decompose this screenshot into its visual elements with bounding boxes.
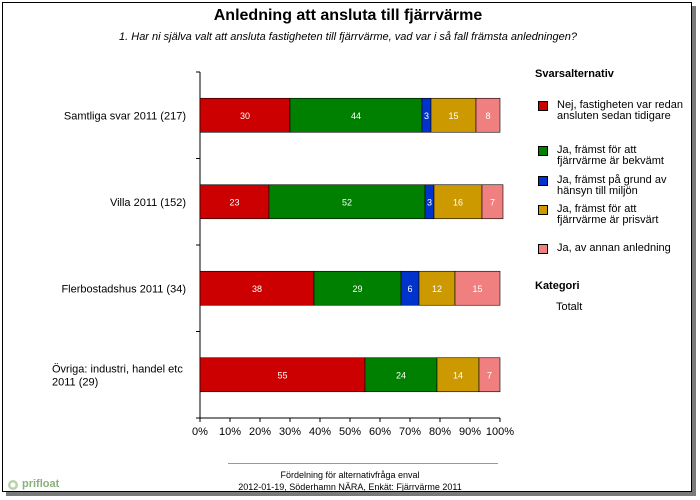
footer-source: 2012-01-19, Söderhamn NÄRA, Enkät: Fjärr… [238,482,462,492]
legend-title: Svarsalternativ [535,68,614,80]
bar-segment [433,184,483,220]
bar-value-label: 55 [277,370,287,380]
bar-value-label: 38 [252,284,262,294]
bar-value-label: 12 [432,284,442,294]
legend-label: Ja, främst för att fjärrvärme är bekvämt [557,144,664,167]
x-tick-label: 60% [369,426,391,438]
bar-value-label: 3 [424,111,429,121]
x-tick-label: 0% [192,426,208,438]
category-label: Övriga: industri, handel etc [52,363,183,375]
x-tick-label: 100% [486,426,514,438]
legend-swatch [538,205,548,215]
x-tick-label: 90% [459,426,481,438]
bar-value-label: 7 [490,197,495,207]
bar-segment [199,357,366,393]
x-tick-label: 70% [399,426,421,438]
chart-frame: Anledning att ansluta till fjärrvärme 1.… [2,2,692,492]
bar-value-label: 24 [396,370,406,380]
legend-swatch [538,176,548,186]
x-tick-label: 50% [339,426,361,438]
legend-swatch [538,244,548,254]
bar-value-label: 29 [352,284,362,294]
legend-label: Ja, främst för att fjärrvärme är prisvär… [557,203,659,226]
bar-segment [475,97,501,133]
legend-label: Nej, fastigheten var redan ansluten seda… [557,99,683,122]
brand-label: prifloat [22,478,60,490]
category-label: Flerbostadshus 2011 (34) [61,283,186,295]
bar-segment [436,357,480,393]
bar-segment [199,97,291,133]
brand-icon [8,480,18,490]
legend-swatch [538,101,548,111]
footer-description: Fördelning för alternativfråga enval [280,470,420,480]
legend-swatch [538,146,548,156]
category-title: Kategori [535,280,580,292]
bar-value-label: 52 [342,197,352,207]
category-label: 2011 (29) [52,376,98,388]
bar-value-label: 44 [351,111,361,121]
x-tick-label: 80% [429,426,451,438]
bar-segment [478,357,501,393]
bar-segment [430,97,477,133]
bar-segment [199,184,270,220]
bar-value-label: 14 [453,370,463,380]
x-tick-label: 10% [219,426,241,438]
bar-value-label: 23 [229,197,239,207]
category-label: Villa 2011 (152) [110,197,186,209]
bar-segment [199,270,315,306]
bar-segment [481,184,504,220]
legend-label: Ja, främst på grund av hänsyn till miljö… [557,174,667,197]
x-tick-label: 30% [279,426,301,438]
category-value: Totalt [556,301,583,313]
bar-value-label: 6 [407,284,412,294]
chart-title: Anledning att ansluta till fjärrvärme [213,7,483,24]
bar-value-label: 30 [240,111,250,121]
bar-value-label: 7 [487,370,492,380]
bar-value-label: 16 [453,197,463,207]
x-tick-label: 20% [249,426,271,438]
footer-divider [228,463,498,464]
bar-value-label: 8 [485,111,490,121]
chart-subtitle: 1. Har ni själva valt att ansluta fastig… [119,31,577,43]
legend-label: Ja, av annan anledning [557,242,671,254]
bar-value-label: 3 [427,197,432,207]
bar-segment [289,97,423,133]
bar-segment [418,270,456,306]
bar-segment [313,270,402,306]
brand-logo: prifloat [6,478,59,490]
category-label: Samtliga svar 2011 (217) [64,110,186,122]
bar-segment [454,270,501,306]
bar-value-label: 15 [448,111,458,121]
bar-value-label: 15 [472,284,482,294]
x-tick-label: 40% [309,426,331,438]
